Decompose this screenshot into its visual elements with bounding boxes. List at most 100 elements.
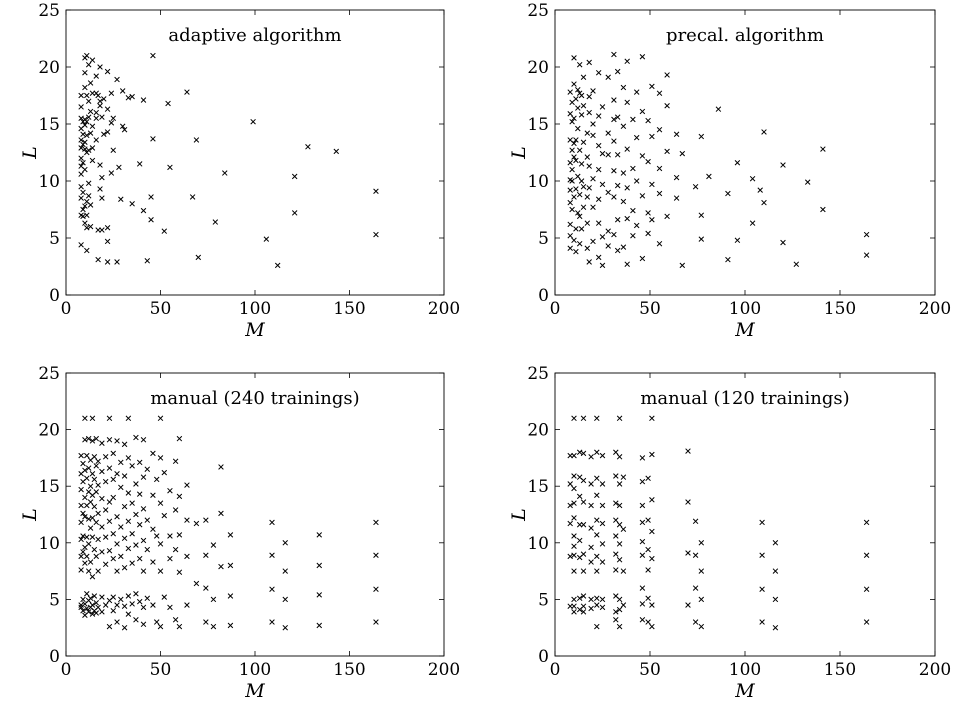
data-point — [108, 170, 115, 176]
data-point — [89, 602, 96, 608]
data-point — [227, 562, 234, 569]
data-point — [102, 478, 109, 485]
data-point — [575, 87, 581, 93]
data-point — [97, 64, 103, 70]
data-point — [599, 604, 606, 611]
data-point — [114, 438, 120, 444]
data-point — [633, 89, 640, 95]
data-point — [580, 521, 587, 528]
data-point — [576, 537, 583, 544]
data-point — [125, 455, 132, 461]
data-point — [594, 415, 600, 422]
data-point — [82, 220, 88, 226]
data-point — [85, 465, 92, 471]
data-point — [599, 452, 606, 459]
data-point — [616, 415, 623, 422]
y-tick-label: 15 — [38, 115, 60, 135]
data-point — [820, 146, 826, 152]
data-point — [157, 455, 164, 461]
x-tick-label: 50 — [639, 660, 661, 680]
data-point — [210, 623, 217, 630]
data-point — [613, 617, 619, 623]
data-point — [633, 134, 640, 141]
data-point — [106, 437, 113, 443]
data-point — [78, 452, 84, 459]
data-point — [99, 468, 105, 475]
data-point — [590, 132, 596, 139]
data-point — [588, 544, 594, 551]
data-point — [153, 619, 160, 625]
data-point — [588, 525, 594, 531]
data-point — [620, 568, 627, 574]
data-point — [616, 502, 623, 509]
data-point — [613, 609, 619, 615]
data-point — [140, 437, 147, 443]
data-point — [692, 552, 699, 559]
data-point — [373, 231, 379, 238]
data-point — [569, 206, 575, 213]
data-point — [645, 546, 651, 553]
data-point — [571, 552, 577, 559]
data-point — [110, 450, 117, 457]
data-point — [84, 212, 90, 218]
data-point — [99, 524, 105, 530]
data-point — [203, 552, 209, 559]
data-point — [87, 130, 94, 136]
data-point — [594, 532, 600, 538]
data-point — [639, 153, 646, 159]
data-point — [863, 619, 870, 625]
data-point — [780, 162, 786, 168]
data-point — [125, 518, 132, 525]
data-point — [567, 520, 573, 527]
x-tick-label: 200 — [919, 299, 951, 319]
data-point — [571, 500, 577, 506]
data-point — [649, 623, 655, 630]
data-point — [772, 568, 779, 574]
data-point — [645, 567, 651, 573]
data-point — [605, 152, 611, 158]
data-point — [84, 92, 90, 99]
data-point — [82, 514, 88, 520]
data-point — [148, 194, 154, 200]
data-point — [573, 137, 579, 143]
data-point — [85, 435, 92, 442]
data-point — [89, 574, 96, 580]
data-point — [282, 624, 288, 631]
data-point — [578, 92, 585, 99]
data-point — [82, 203, 88, 209]
data-point — [588, 502, 594, 509]
data-point — [863, 519, 870, 526]
x-tick-label: 50 — [639, 299, 661, 319]
data-point — [133, 481, 139, 487]
data-point — [150, 136, 156, 142]
data-point — [645, 517, 651, 523]
data-point — [567, 221, 573, 228]
data-point — [78, 602, 84, 608]
data-point — [118, 484, 124, 491]
data-point — [584, 194, 591, 200]
data-point — [673, 131, 680, 138]
data-point — [567, 245, 573, 252]
y-tick-label: 10 — [527, 172, 549, 192]
data-point — [580, 568, 587, 574]
y-tick-label: 20 — [527, 421, 549, 441]
data-point — [269, 586, 275, 592]
data-point — [133, 590, 139, 597]
data-point — [616, 606, 623, 613]
y-tick-label: 20 — [38, 421, 60, 441]
data-point — [114, 541, 120, 547]
data-point — [614, 217, 621, 223]
data-point — [580, 139, 587, 145]
y-axis-label: L — [19, 508, 41, 522]
data-point — [82, 84, 88, 91]
data-point — [144, 466, 151, 472]
data-point — [95, 536, 101, 543]
data-point — [567, 89, 573, 95]
data-point — [692, 619, 699, 625]
data-point — [620, 602, 627, 608]
data-point — [645, 595, 651, 602]
data-point — [84, 534, 90, 540]
data-point — [93, 109, 99, 116]
